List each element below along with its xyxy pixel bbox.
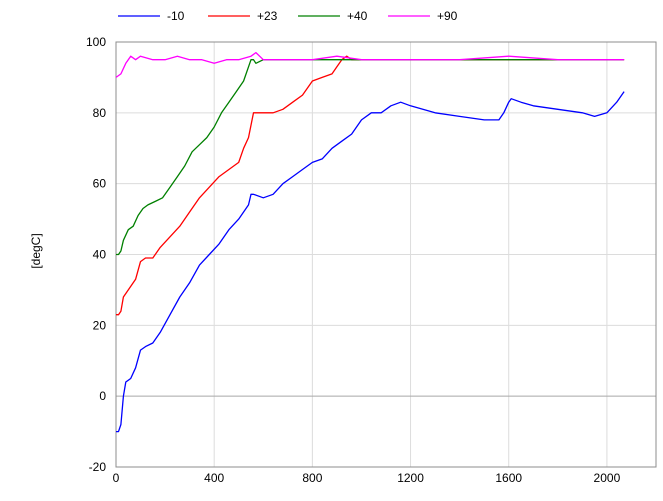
legend-label: +90 (437, 9, 458, 23)
y-tick-label: 60 (93, 177, 107, 191)
legend-label: +40 (347, 9, 368, 23)
tick-labels: 0 400 800 1200 1600 2000 -20 0 20 40 60 80 100 (86, 35, 621, 485)
y-tick-label: 80 (93, 106, 107, 120)
x-tick-label: 2000 (594, 471, 621, 485)
y-axis-label: [degC] (29, 233, 43, 268)
x-tick-label: 1600 (495, 471, 522, 485)
y-tick-label: 20 (93, 318, 107, 332)
grid (116, 42, 656, 467)
series-line (116, 59, 625, 256)
legend-label: -10 (167, 9, 185, 23)
y-tick-label: 40 (93, 248, 107, 262)
y-tick-label: 100 (86, 35, 106, 49)
x-tick-label: 400 (204, 471, 224, 485)
series-line (115, 51, 625, 78)
series-line (116, 91, 625, 433)
x-tick-label: 1200 (397, 471, 424, 485)
x-tick-label: 0 (113, 471, 120, 485)
series-line (116, 55, 625, 316)
legend-label: +23 (257, 9, 278, 23)
series-lines (115, 51, 625, 433)
y-tick-label: -20 (89, 460, 107, 474)
y-tick-label: 0 (99, 389, 106, 403)
legend: -10 +23 +40 +90 (118, 9, 458, 23)
x-tick-label: 800 (302, 471, 322, 485)
